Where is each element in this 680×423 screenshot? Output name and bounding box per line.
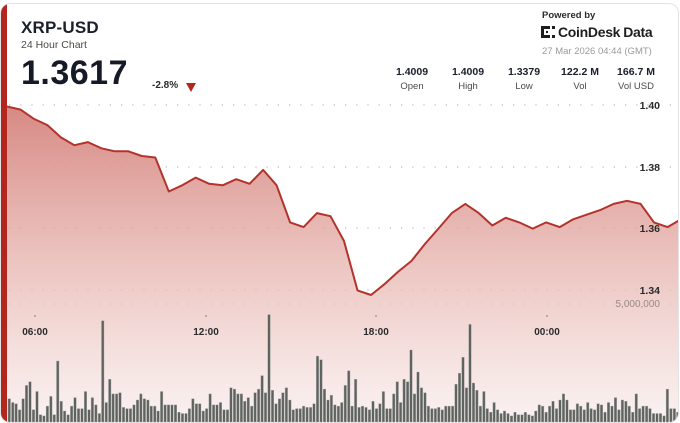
price-change: -2.8% bbox=[152, 80, 179, 91]
current-price: 1.3617 bbox=[21, 54, 128, 92]
svg-text:1.38: 1.38 bbox=[640, 162, 661, 174]
svg-text:00:00: 00:00 bbox=[534, 327, 560, 338]
stat-open: 1.4009 Open bbox=[384, 66, 440, 92]
svg-text:18:00: 18:00 bbox=[363, 327, 389, 338]
stat-value: 166.7 M bbox=[617, 66, 655, 78]
stat-value: 1.4009 bbox=[395, 66, 429, 78]
stat-label: Vol bbox=[573, 81, 587, 92]
coindesk-logo-icon bbox=[541, 25, 555, 39]
svg-text:1.34: 1.34 bbox=[640, 285, 661, 297]
svg-text:06:00: 06:00 bbox=[22, 327, 48, 338]
stat-label: Open bbox=[400, 81, 424, 92]
svg-text:5,000,000: 5,000,000 bbox=[616, 299, 661, 310]
accent-bar bbox=[1, 4, 7, 422]
stat-vol-usd: 166.7 M Vol USD bbox=[608, 66, 664, 92]
stat-label: High bbox=[458, 81, 478, 92]
brand-name: CoinDesk bbox=[558, 24, 621, 40]
y-axis-labels: 1.40 1.38 1.36 1.34 5,000,000 bbox=[616, 100, 661, 310]
chart-subtitle: 24 Hour Chart bbox=[21, 39, 87, 51]
x-axis-labels: 06:00 12:00 18:00 00:00 bbox=[22, 315, 560, 338]
price-volume-chart[interactable]: 1.40 1.38 1.36 1.34 5,000,000 06:00 12:00 18:0… bbox=[1, 4, 679, 422]
stats-row: 1.4009 Open 1.4009 High 1.3379 Low 122.2… bbox=[384, 66, 664, 92]
svg-text:1.40: 1.40 bbox=[640, 100, 661, 112]
stat-high: 1.4009 High bbox=[440, 66, 496, 92]
stat-value: 122.2 M bbox=[561, 66, 599, 78]
brand-logo[interactable]: CoinDesk Data bbox=[541, 24, 653, 40]
powered-by-label: Powered by bbox=[542, 10, 596, 21]
stat-low: 1.3379 Low bbox=[496, 66, 552, 92]
svg-text:12:00: 12:00 bbox=[193, 327, 219, 338]
stat-value: 1.4009 bbox=[451, 66, 485, 78]
price-area bbox=[7, 106, 678, 422]
down-triangle-icon bbox=[186, 83, 196, 92]
stat-value: 1.3379 bbox=[507, 66, 541, 78]
chart-card: XRP-USD 24 Hour Chart 1.3617 -2.8% Power… bbox=[0, 3, 679, 423]
brand-name-suffix: Data bbox=[623, 24, 653, 40]
svg-text:1.36: 1.36 bbox=[640, 223, 661, 235]
stat-label: Low bbox=[515, 81, 533, 92]
stat-vol: 122.2 M Vol bbox=[552, 66, 608, 92]
stat-label: Vol USD bbox=[618, 81, 654, 92]
timestamp: 27 Mar 2026 04:44 (GMT) bbox=[542, 46, 652, 57]
price-line[interactable] bbox=[6, 105, 679, 296]
symbol-title: XRP-USD bbox=[21, 18, 99, 37]
